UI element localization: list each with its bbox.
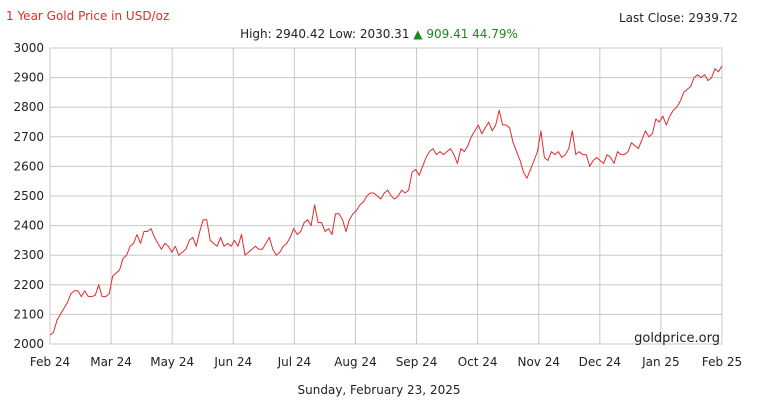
x-tick-label: Mar 24 <box>90 355 132 369</box>
x-tick-label: Oct 24 <box>458 355 498 369</box>
y-tick-label: 2300 <box>13 248 44 262</box>
y-tick-label: 2500 <box>13 189 44 203</box>
y-tick-label: 2400 <box>13 219 44 233</box>
last-close-label: Last Close: <box>619 11 685 25</box>
y-tick-label: 2800 <box>13 100 44 114</box>
price-stats: High: 2940.42 Low: 2030.31 ▲ 909.41 44.7… <box>0 27 758 41</box>
chart-title: 1 Year Gold Price in USD/oz <box>6 9 170 23</box>
low-label: Low: <box>328 27 356 41</box>
high-label: High: <box>240 27 272 41</box>
last-close: Last Close: 2939.72 <box>619 11 738 25</box>
x-tick-label: Jan 25 <box>641 355 680 369</box>
watermark-text: goldprice.org <box>634 331 720 346</box>
x-tick-label: Sep 24 <box>396 355 438 369</box>
low-value: 2030.31 <box>359 27 410 41</box>
y-tick-label: 2000 <box>13 337 44 351</box>
x-tick-label: Feb 25 <box>702 355 742 369</box>
x-tick-label: Jun 24 <box>213 355 252 369</box>
plot-border <box>49 47 723 345</box>
footer-date: Sunday, February 23, 2025 <box>297 383 461 397</box>
y-tick-label: 2200 <box>13 278 44 292</box>
price-series-line <box>49 65 723 336</box>
x-tick-label: Jul 24 <box>277 355 312 369</box>
y-tick-label: 2700 <box>13 130 44 144</box>
y-tick-label: 2600 <box>13 159 44 173</box>
y-tick-label: 3000 <box>13 41 44 55</box>
x-tick-label: Dec 24 <box>579 355 621 369</box>
x-tick-label: Aug 24 <box>334 355 377 369</box>
y-tick-label: 2100 <box>13 307 44 321</box>
change-value: 909.41 <box>426 27 469 41</box>
change-up-icon: ▲ <box>413 27 423 41</box>
high-value: 2940.42 <box>275 27 326 41</box>
x-tick-label: May 24 <box>150 355 194 369</box>
change-percent: 44.79% <box>472 27 518 41</box>
last-close-value: 2939.72 <box>688 11 738 25</box>
x-tick-label: Nov 24 <box>517 355 560 369</box>
x-tick-label: Feb 24 <box>30 355 70 369</box>
y-tick-label: 2900 <box>13 71 44 85</box>
